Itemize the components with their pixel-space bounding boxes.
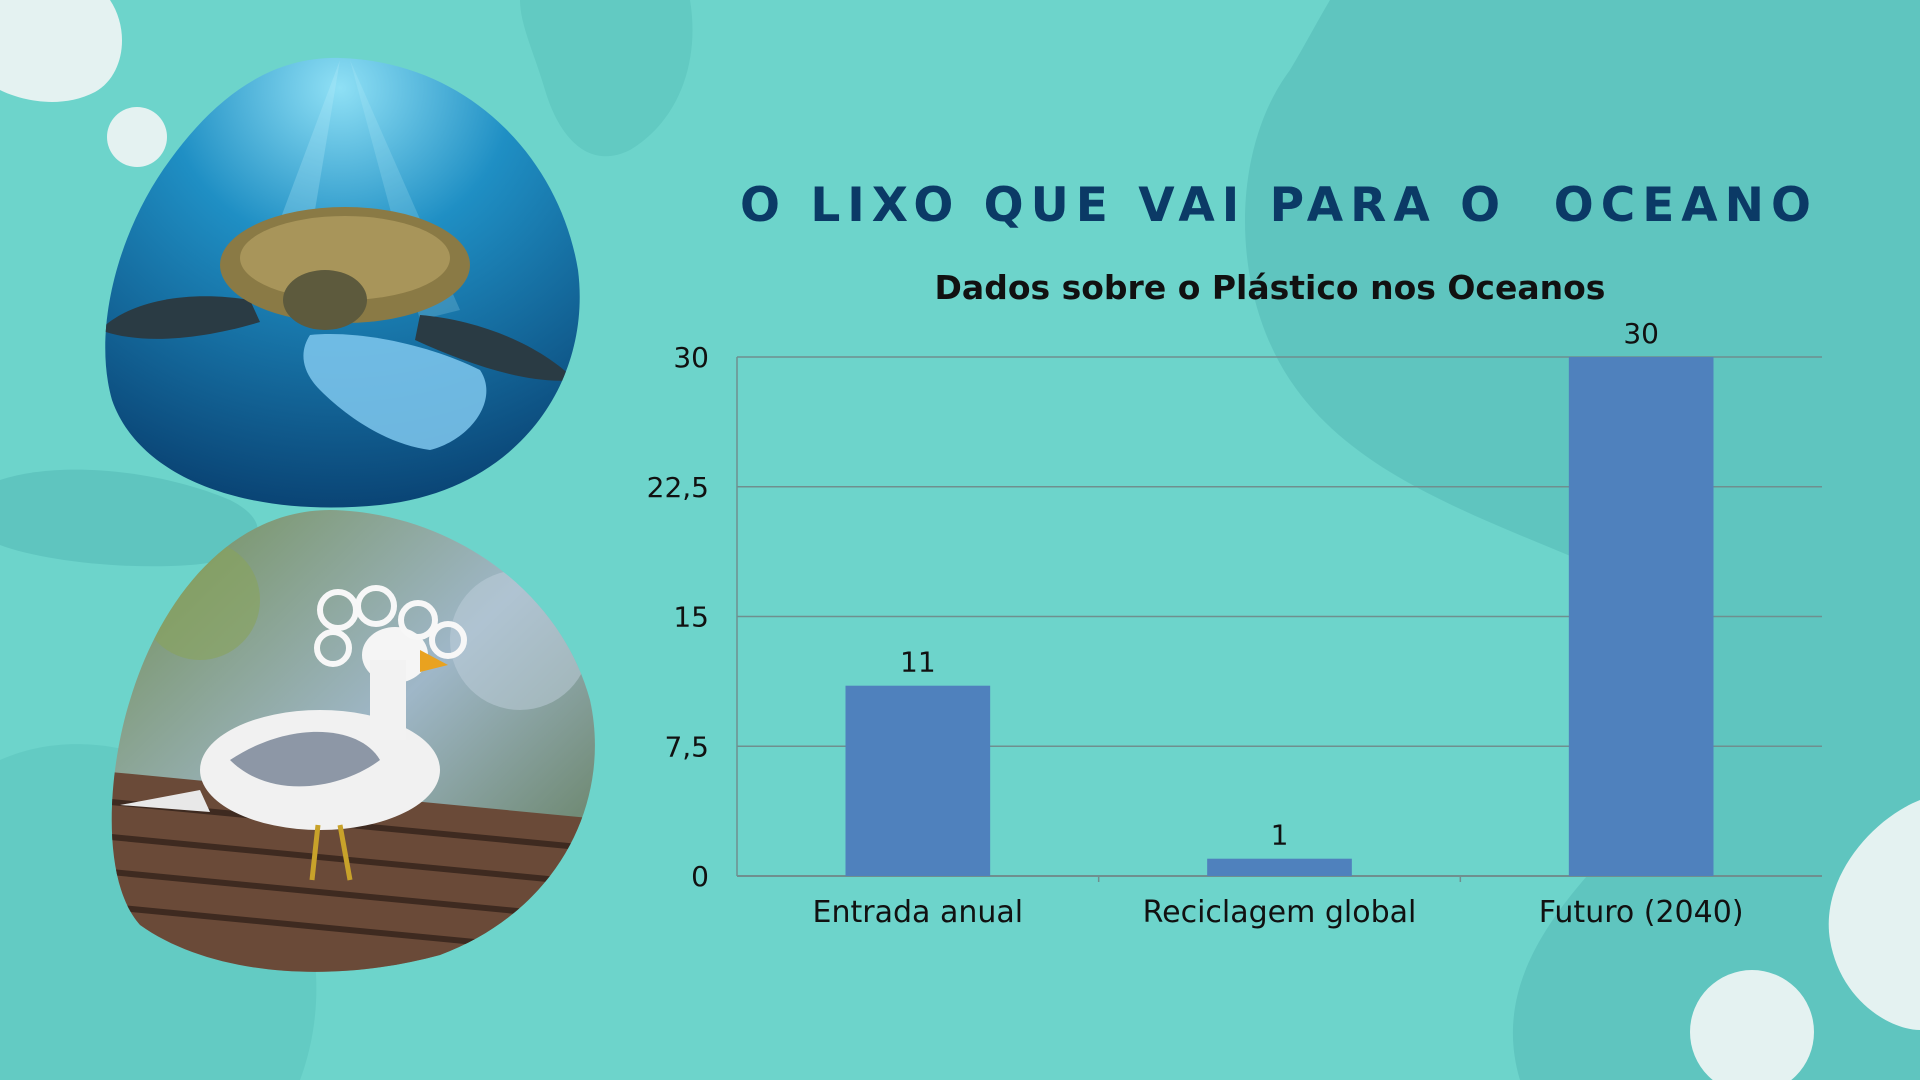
slide-title: O LIXO QUE VAI PARA O OCEANO: [740, 178, 1818, 233]
y-tick-label: 0: [691, 860, 709, 893]
bar: [1568, 357, 1714, 876]
bar: [845, 685, 991, 876]
y-tick-label: 30: [673, 341, 709, 374]
bar: [1207, 858, 1352, 876]
chart-title: Dados sobre o Plástico nos Oceanos: [934, 268, 1606, 307]
x-axis-labels: Entrada anual Reciclagem global Futuro (20…: [813, 895, 1744, 930]
y-tick-label: 15: [673, 601, 709, 634]
y-tick-label: 22,5: [647, 471, 709, 504]
data-label: 1: [1271, 819, 1289, 852]
y-axis-ticks: 0 7,5 15 22,5 30: [647, 341, 709, 893]
x-category-label: Reciclagem global: [1143, 895, 1417, 930]
dot-top-left: [107, 107, 167, 167]
bars: [845, 357, 1714, 876]
x-category-label: Entrada anual: [813, 895, 1024, 930]
background-blob-top: [520, 0, 693, 157]
data-label: 30: [1623, 317, 1659, 350]
y-tick-label: 7,5: [664, 730, 709, 763]
dot-bottom-right: [1690, 970, 1814, 1080]
corner-blob-top-left: [0, 0, 122, 102]
x-category-label: Futuro (2040): [1539, 895, 1744, 930]
background-blob-left: [0, 469, 258, 567]
data-label: 11: [900, 646, 936, 679]
corner-blob-bottom-right: [1828, 800, 1920, 1030]
